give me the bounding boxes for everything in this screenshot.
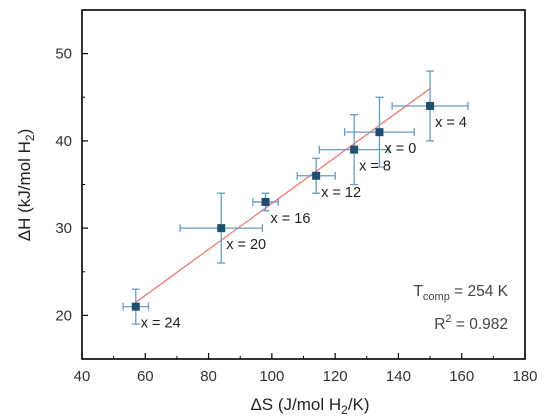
data-point-label: x = 4: [435, 115, 467, 131]
r-squared-annotation: R2 = 0.982: [434, 313, 508, 333]
data-point-marker: [261, 197, 270, 206]
x-tick-label: 120: [323, 368, 348, 385]
y-tick-label: 20: [55, 307, 72, 324]
fit-line: [135, 87, 431, 303]
point-label-layer: x = 4 x = 0 x = 8 x = 12 x = 16 x = 20 x = 24: [141, 115, 467, 332]
temperature-annotation: Tcomp = 254 K: [413, 283, 508, 303]
data-point-marker: [217, 224, 226, 233]
data-point-label: x = 16: [271, 211, 311, 227]
data-point-marker: [426, 101, 435, 110]
y-tick-label: 50: [55, 46, 72, 63]
x-tick-label: 180: [512, 368, 537, 385]
marker-layer: [131, 101, 435, 311]
data-point-marker: [350, 145, 359, 154]
data-point-label: x = 0: [384, 141, 416, 157]
x-tick-label: 80: [200, 368, 217, 385]
x-tick-label: 60: [137, 368, 154, 385]
y-tick-label: 30: [55, 220, 72, 237]
data-point-marker: [131, 302, 140, 311]
data-point-marker: [312, 171, 321, 180]
x-axis-ticks: 40 60 80 100 120 140 160 180: [74, 353, 538, 385]
data-point-label: x = 20: [226, 237, 266, 253]
x-tick-label: 160: [449, 368, 474, 385]
y-tick-label: 40: [55, 133, 72, 150]
x-tick-label: 40: [74, 368, 91, 385]
data-point-label: x = 24: [141, 316, 181, 332]
data-point-label: x = 8: [359, 159, 391, 175]
x-tick-label: 100: [259, 368, 284, 385]
data-point-label: x = 12: [321, 185, 361, 201]
data-point-marker: [375, 128, 384, 137]
x-tick-label: 140: [386, 368, 411, 385]
fit-line-layer: [135, 87, 431, 303]
x-axis-title: ΔS (J/mol H2/K): [250, 395, 369, 417]
y-axis-title: ΔH (kJ/mol H2): [15, 129, 37, 242]
y-axis-ticks: 20 30 40 50: [55, 46, 88, 324]
